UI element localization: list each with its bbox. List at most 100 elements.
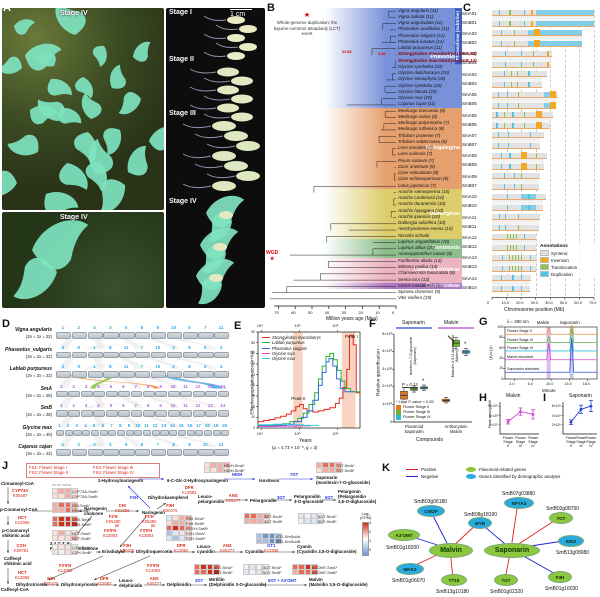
chromosome-number: 4 bbox=[219, 344, 223, 350]
tree-tip-label: Lupinus albus (25) bbox=[398, 245, 436, 251]
xtick-label: 14.0 bbox=[564, 382, 572, 386]
bud-stem bbox=[203, 33, 227, 39]
chromosome-bar bbox=[492, 204, 543, 211]
xtick-label: Flower Stage II bbox=[502, 436, 514, 449]
chromosome-bar bbox=[198, 351, 214, 358]
flower-petal bbox=[85, 161, 107, 191]
synteny-ribbon-fill bbox=[492, 157, 545, 164]
chromosome-bar bbox=[492, 275, 532, 282]
chromosome-label: SmA03 bbox=[462, 51, 477, 57]
annotation-tick bbox=[500, 30, 502, 36]
legend-item: Flower Stage III bbox=[396, 409, 434, 415]
chromosome-bar bbox=[56, 351, 72, 358]
heatmap-cell bbox=[322, 467, 329, 474]
compound-label: Caffeoyl-CoA bbox=[1, 587, 29, 592]
legend-swatch bbox=[396, 409, 401, 415]
heatmap-row bbox=[298, 518, 324, 525]
chromosome-number: 4 bbox=[97, 403, 100, 408]
enzyme-name: 3GT bbox=[277, 495, 286, 500]
tree-tip-label: Medicago truncatula (8) bbox=[398, 107, 446, 113]
heatmap-cell bbox=[71, 521, 78, 528]
bud-stem bbox=[189, 104, 217, 110]
chromosome-number: 6 bbox=[122, 403, 125, 408]
chromosome-number: 7 bbox=[140, 344, 144, 350]
trace-Flower-Stage-II bbox=[505, 325, 597, 335]
axis-tick-label: 70 bbox=[274, 310, 279, 315]
karyotype-synteny-panel: Vigna angularis (2n = 2x = 22) 1 2 4 3 6 8 9 10 5 7… bbox=[0, 320, 232, 460]
stage-series-illustration bbox=[182, 15, 260, 305]
ytick-label: 0 bbox=[389, 419, 392, 424]
tree-tip-label: Pisum sativum (7) bbox=[398, 157, 435, 163]
time-axis bbox=[274, 305, 397, 309]
claw-bud bbox=[236, 141, 260, 151]
flower-petal bbox=[133, 41, 151, 62]
axis-tick-label: 20 bbox=[358, 310, 363, 315]
enzyme-name: C3'H bbox=[16, 543, 26, 548]
chromosome-synteny-panel: SmA01 SmB01 SmA02 SmB02 SmA03 SmB03 SmA04 SmB04… bbox=[462, 6, 600, 318]
data-point bbox=[531, 412, 535, 416]
enzyme-label: F3'H K05280 bbox=[142, 514, 156, 524]
annotation-tick bbox=[496, 123, 498, 128]
annotation-tick bbox=[518, 214, 520, 219]
ytick-label: 2×10⁸ bbox=[551, 422, 561, 427]
chromosome-number: 10 bbox=[155, 364, 161, 369]
network-node-a3omt: A3'OMT bbox=[388, 529, 420, 541]
photo-main-inflorescence: Stage IV bbox=[2, 8, 164, 210]
heatmap-cell bbox=[58, 521, 65, 528]
duplication-region bbox=[535, 21, 594, 26]
heatmap-cell bbox=[64, 549, 72, 556]
chromosome-bar bbox=[166, 332, 183, 339]
annotation-tick bbox=[512, 112, 514, 117]
xtick-label-top: 10⁶ bbox=[332, 323, 339, 328]
compound-label: Naringenin chalcone bbox=[84, 506, 107, 516]
tree-tip-label: Glycine cyrtoloba (20) bbox=[398, 82, 442, 88]
enzyme-name: F3'5'H bbox=[140, 528, 153, 533]
compound-label: Pelargonin (Pelargonidin 3,5-O-diglucosi… bbox=[338, 489, 377, 504]
chromosome-bar bbox=[192, 390, 205, 397]
chromosome-bar bbox=[166, 449, 183, 456]
bud bbox=[231, 76, 253, 86]
annotation-tick bbox=[497, 102, 500, 108]
trace-label: Malvin standard bbox=[507, 354, 534, 359]
tree-tip-label: Glycine syndetika (20) bbox=[398, 63, 443, 69]
chromosome-bar bbox=[203, 429, 213, 436]
heatmap-cell bbox=[256, 518, 264, 525]
gray-ribbon bbox=[174, 414, 216, 428]
axis-frame bbox=[499, 402, 539, 435]
annotation-tick bbox=[496, 112, 498, 117]
legend-item: Duplication bbox=[540, 271, 598, 277]
chromosome-bar bbox=[492, 173, 541, 180]
chromosome-number: 9 bbox=[159, 383, 162, 389]
errbar-svg bbox=[498, 402, 539, 435]
annotation-tick bbox=[531, 10, 533, 15]
heatmap-row-label: F3H-SmA* bbox=[186, 515, 205, 521]
enzyme-label: C3'H K09754 bbox=[14, 543, 28, 553]
heatmap-row-label: 3GT-SmA* bbox=[264, 513, 283, 519]
compound-label: Cyanin (Cyanidin 3,5-O-diglucoside) bbox=[297, 544, 357, 554]
heatmap-cell bbox=[58, 493, 65, 500]
legend-swatch bbox=[540, 250, 549, 256]
chromosome-number: 9 bbox=[156, 325, 160, 330]
chromosome-bar bbox=[56, 390, 68, 397]
clade-band-phaseoleae: Phaseoleae bbox=[324, 8, 462, 109]
fs-legend-item: FS2: Flower Stage II bbox=[29, 470, 69, 476]
heatmap-cell bbox=[298, 518, 305, 525]
chromosome-bar bbox=[492, 245, 536, 252]
colorbar-label: Log₂ (CPM) bbox=[360, 511, 372, 521]
chromosome-bar bbox=[119, 351, 135, 358]
chromosome-number: 13 bbox=[207, 403, 213, 408]
annotation-tick bbox=[499, 214, 501, 219]
compound-header: Saponarin bbox=[402, 320, 425, 326]
annotation-peak2: Peak II bbox=[291, 396, 306, 401]
synteny-ribbon-fill bbox=[492, 117, 551, 123]
heatmap-cell bbox=[256, 538, 263, 545]
chromosome-number: 12 bbox=[195, 403, 201, 408]
chromosome-number: 2 bbox=[77, 325, 80, 330]
legend-item: * t-test P-value < 0.05 bbox=[396, 399, 434, 405]
chromosome-bar bbox=[167, 410, 180, 417]
heatmap-row-label: A3'OMT-SmB* bbox=[312, 569, 338, 575]
inversion-region bbox=[521, 162, 528, 170]
heatmap-cell bbox=[243, 569, 250, 576]
heatmap-row-label: CHS-SmA* bbox=[72, 516, 92, 522]
chromosome-label: SmB04 bbox=[462, 80, 477, 86]
